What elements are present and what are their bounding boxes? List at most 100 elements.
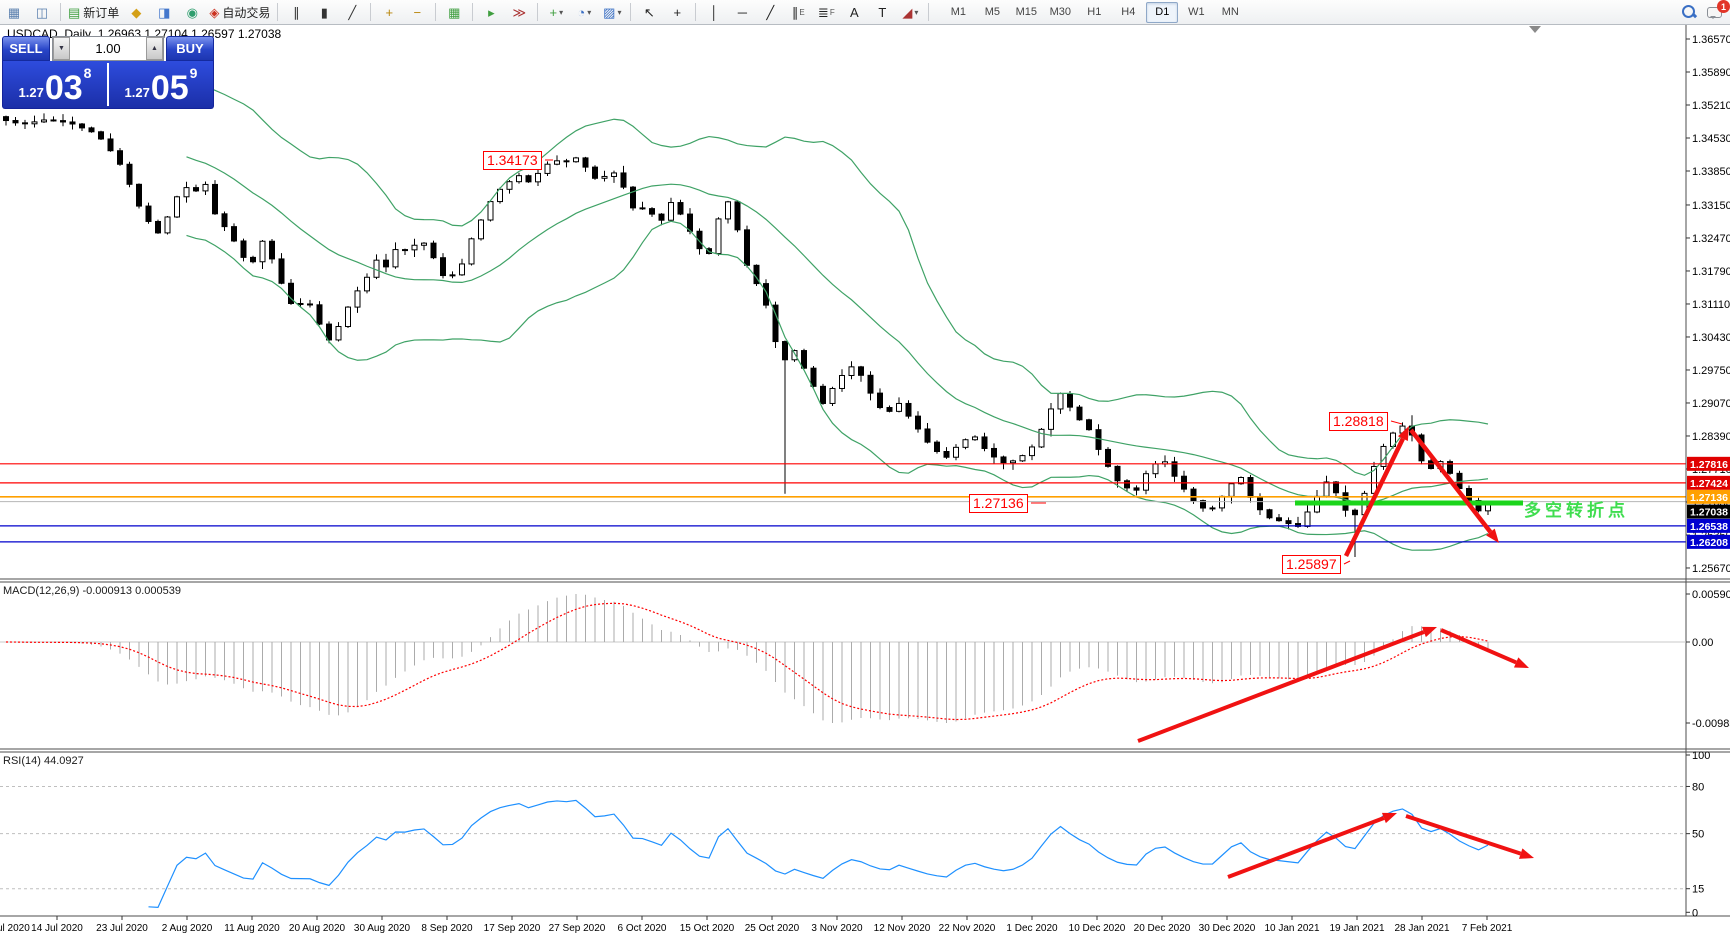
svg-text:12 Nov 2020: 12 Nov 2020 xyxy=(874,923,931,934)
red-arrow-main-1[interactable] xyxy=(1343,426,1409,557)
chart-shift-icon[interactable]: ≫ xyxy=(506,2,532,22)
svg-text:28 Jan 2021: 28 Jan 2021 xyxy=(1394,923,1449,934)
zoom-in-icon[interactable]: + xyxy=(376,2,402,22)
zoom-out-icon[interactable]: − xyxy=(404,2,430,22)
toolbar-right: 1 xyxy=(1681,0,1730,24)
arrows-icon-dropdown[interactable]: ▾ xyxy=(914,7,919,17)
svg-text:1.33850: 1.33850 xyxy=(1692,166,1730,178)
svg-text:2 Aug 2020: 2 Aug 2020 xyxy=(162,923,213,934)
rsi-pane[interactable] xyxy=(0,785,1686,909)
svg-text:1.26208: 1.26208 xyxy=(1690,537,1728,549)
horizontal-line-icon[interactable]: ─ xyxy=(729,2,755,22)
macd-label: MACD(12,26,9) -0.000913 0.000539 xyxy=(3,585,181,597)
svg-text:1.30430: 1.30430 xyxy=(1692,332,1730,344)
chart-window-icon[interactable]: ▦ xyxy=(1,2,27,22)
main-price-pane[interactable] xyxy=(3,77,1491,557)
volume-increase-button[interactable]: ▲ xyxy=(146,37,163,60)
new-order-button: ▤ xyxy=(68,4,81,20)
crosshair-icon[interactable]: + xyxy=(664,2,690,22)
red-arrow-rsi-1[interactable] xyxy=(1227,812,1397,879)
svg-text:30 Aug 2020: 30 Aug 2020 xyxy=(354,923,411,934)
red-arrow-macd-2[interactable] xyxy=(1440,628,1529,668)
templates-icon-dropdown[interactable]: ▾ xyxy=(617,7,622,17)
buy-button[interactable]: BUY xyxy=(166,36,214,61)
toolbar: ▦ ◫ ▤ 新订单 ◆ ◨ ◉ ◈ 自动交易 ∥ ▮ ╱ + − ▦ ▸ ≫ + ▾ ◔ ▾ ▨ ▾ ↖ + │ ─ ╱ ∥ E ≣ F A T ◢… xyxy=(0,0,1730,25)
price-marker-boxes: 1.27816 1.27424 1.27136 1.27038 1.26538 1.262… xyxy=(1687,456,1730,549)
arrows-icon[interactable]: ◢ ▾ xyxy=(897,2,923,22)
indicators-icon[interactable]: + ▾ xyxy=(543,2,569,22)
candlestick-chart-icon[interactable]: ▮ xyxy=(311,2,337,22)
buy-price-sup: 9 xyxy=(189,65,198,81)
svg-text:1.34530: 1.34530 xyxy=(1692,133,1730,145)
timeframe-m1[interactable]: M1 xyxy=(950,6,966,18)
timeframe-m15[interactable]: M15 xyxy=(1015,6,1038,18)
macd-pane[interactable] xyxy=(0,594,1686,723)
volume-stepper: ▼ 1.00 ▲ xyxy=(52,36,164,61)
toolbar-separator xyxy=(277,3,279,21)
text-icon[interactable]: A xyxy=(841,2,867,22)
sell-button[interactable]: SELL xyxy=(2,36,50,61)
profiles-icon[interactable]: ◫ xyxy=(29,2,55,22)
sell-price[interactable]: 1.27 03 8 xyxy=(3,61,107,108)
price-display[interactable]: 1.27 03 8 1.27 05 9 xyxy=(2,61,214,109)
price-callout-1.34173[interactable]: 1.34173 xyxy=(483,151,542,170)
periods-icon-dropdown[interactable]: ▾ xyxy=(587,7,592,17)
annotation-text[interactable]: 多空转折点 xyxy=(1524,501,1629,520)
notifications-icon[interactable]: 1 xyxy=(1707,0,1730,19)
chart-shift-marker[interactable] xyxy=(1529,26,1541,33)
timeframe-d1[interactable]: D1 xyxy=(1146,1,1179,23)
text-label-icon[interactable]: T xyxy=(869,2,895,22)
macd-histogram xyxy=(15,594,1489,723)
search-icon[interactable] xyxy=(1681,4,1698,20)
price-callout-1.27136[interactable]: 1.27136 xyxy=(969,494,1028,513)
volume-input[interactable]: 1.00 xyxy=(95,41,121,56)
svg-text:10 Jan 2021: 10 Jan 2021 xyxy=(1264,923,1319,934)
toolbar-separator xyxy=(472,3,474,21)
channel-icon[interactable]: ∥ E xyxy=(785,2,811,22)
indicators-icon-dropdown[interactable]: ▾ xyxy=(559,7,564,17)
price-callout-1.28818[interactable]: 1.28818 xyxy=(1329,412,1388,431)
tile-windows-icon[interactable]: ▦ xyxy=(441,2,467,22)
svg-text:1.29070: 1.29070 xyxy=(1692,398,1730,410)
red-arrow-main-2[interactable] xyxy=(1409,428,1499,543)
auto-scroll-icon[interactable]: ▸ xyxy=(478,2,504,22)
red-arrow-macd-1[interactable] xyxy=(1137,626,1437,743)
terminal-icon: ◨ xyxy=(158,4,171,20)
timeframe-h1[interactable]: H1 xyxy=(1087,6,1102,18)
timeframe-w1[interactable]: W1 xyxy=(1188,6,1205,18)
new-order-button[interactable]: ▤ 新订单 xyxy=(66,2,121,22)
price-callout-1.25897[interactable]: 1.25897 xyxy=(1282,555,1341,574)
channel-icon: ∥ xyxy=(791,4,799,20)
price-divider xyxy=(107,63,109,106)
terminal-icon[interactable]: ◨ xyxy=(151,2,177,22)
svg-text:3 Nov 2020: 3 Nov 2020 xyxy=(811,923,863,934)
svg-text:100: 100 xyxy=(1692,750,1710,762)
templates-icon[interactable]: ▨ ▾ xyxy=(599,2,625,22)
periods-icon[interactable]: ◔ ▾ xyxy=(571,2,597,22)
cursor-icon[interactable]: ↖ xyxy=(636,2,662,22)
one-click-trading-panel: SELL ▼ 1.00 ▲ BUY 1.27 03 8 1.27 05 9 xyxy=(2,36,214,109)
timeframe-h4[interactable]: H4 xyxy=(1121,6,1136,18)
history-center-icon[interactable]: ◆ xyxy=(123,2,149,22)
vertical-line-icon[interactable]: │ xyxy=(701,2,727,22)
fibonacci-icon[interactable]: ≣ F xyxy=(813,2,839,22)
svg-text:1.26538: 1.26538 xyxy=(1690,521,1728,533)
trendline-icon[interactable]: ╱ xyxy=(757,2,783,22)
toolbar-separator xyxy=(537,3,539,21)
red-arrow-rsi-2[interactable] xyxy=(1405,814,1534,859)
buy-price[interactable]: 1.27 05 9 xyxy=(109,61,213,108)
timeframe-m5[interactable]: M5 xyxy=(984,6,1000,18)
line-chart-icon[interactable]: ╱ xyxy=(339,2,365,22)
bar-chart-icon[interactable]: ∥ xyxy=(283,2,309,22)
bar-chart-icon: ∥ xyxy=(293,4,300,20)
volume-decrease-button[interactable]: ▼ xyxy=(53,37,70,60)
svg-text:-0.009851: -0.009851 xyxy=(1692,718,1730,730)
callout-connector-4 xyxy=(1343,560,1351,565)
buy-price-big: 05 xyxy=(150,69,189,107)
timeframe-m30[interactable]: M30 xyxy=(1049,6,1072,18)
market-watch-icon[interactable]: ◉ xyxy=(179,2,205,22)
timeframe-mn[interactable]: MN xyxy=(1221,6,1239,18)
autotrading-button[interactable]: ◈ 自动交易 xyxy=(207,2,272,22)
